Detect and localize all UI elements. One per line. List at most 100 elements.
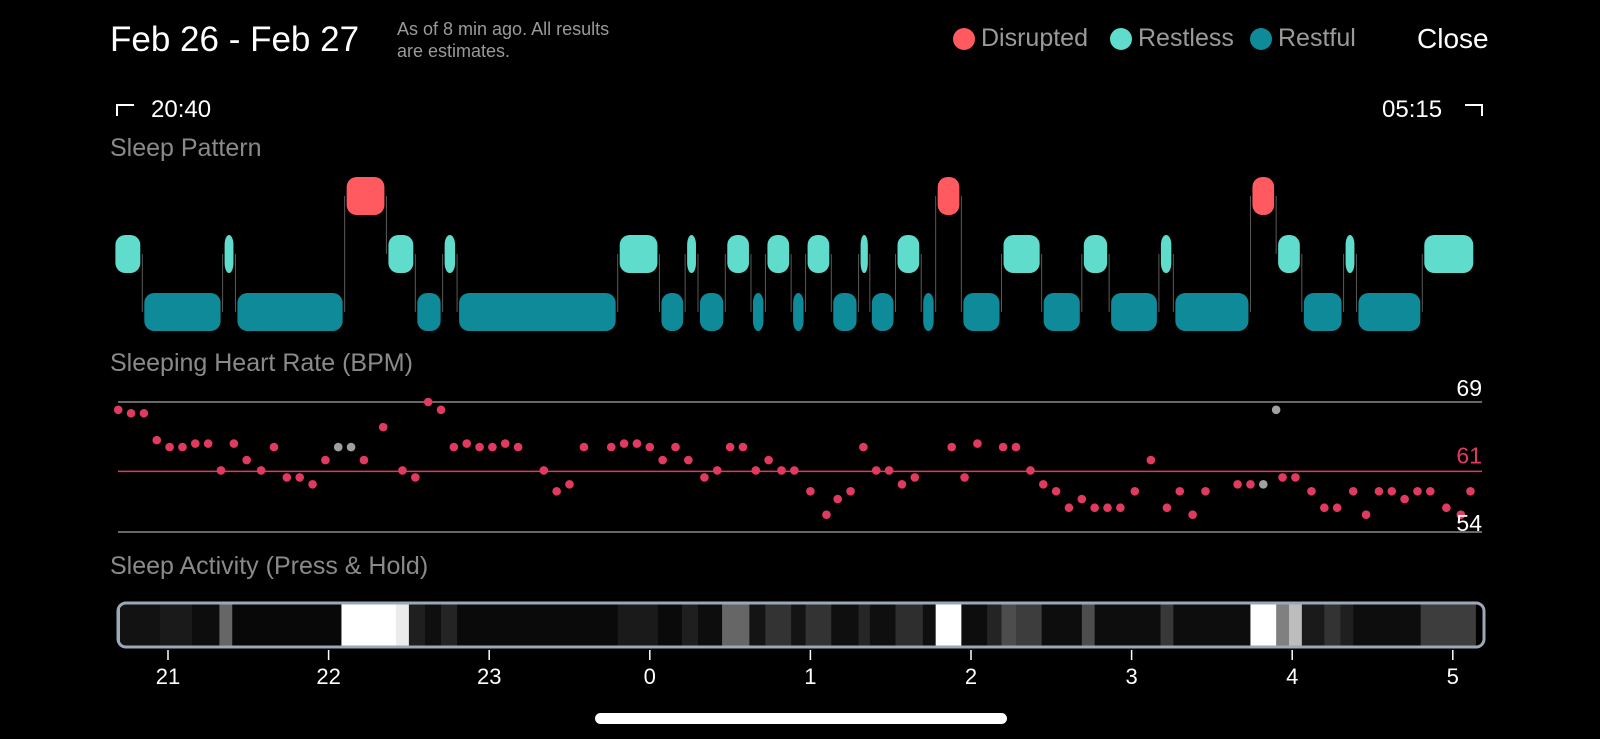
sleep-stage-block-restless — [115, 235, 141, 273]
sleep-stage-block-restless — [767, 235, 790, 273]
sleep-activity-bar[interactable] — [113, 601, 1486, 649]
start-bracket-icon — [116, 104, 134, 116]
activity-segment — [805, 603, 832, 647]
heart-rate-point — [1103, 503, 1112, 513]
heart-rate-point — [1116, 503, 1125, 513]
axis-tick-label: 22 — [316, 664, 340, 689]
heart-rate-point — [1201, 486, 1210, 496]
stage-legend: Disrupted Restless Restful — [953, 24, 1373, 56]
activity-segment — [657, 603, 683, 647]
sleep-stage-block-disrupted — [346, 177, 385, 215]
heart-rate-point — [565, 480, 574, 489]
sleep-activity-title: Sleep Activity (Press & Hold) — [110, 552, 429, 580]
heart-rate-point — [700, 473, 709, 482]
heart-rate-point — [500, 439, 510, 448]
disrupted-dot-icon — [953, 27, 975, 50]
activity-segment — [858, 603, 871, 647]
activity-segment — [159, 603, 193, 647]
sleep-stage-block-restful — [752, 293, 764, 331]
axis-tick-label: 23 — [477, 664, 501, 689]
heart-rate-point — [1064, 503, 1074, 513]
heart-rate-point — [1026, 466, 1035, 475]
activity-segment — [1301, 603, 1325, 647]
sleep-pattern-connectors — [141, 196, 1423, 312]
sleep-pattern-title: Sleep Pattern — [110, 134, 262, 162]
last-updated-note: As of 8 min ago. All results are estimat… — [397, 18, 609, 62]
sleep-stage-block-restless — [1003, 235, 1040, 273]
legend-label: Disrupted — [981, 24, 1088, 52]
sleep-stage-block-restful — [1111, 293, 1157, 331]
activity-segment — [1340, 603, 1354, 647]
heart-rate-point — [152, 435, 162, 445]
sleep-stage-block-disrupted — [937, 177, 960, 215]
last-updated-line1: As of 8 min ago. All results — [397, 19, 610, 39]
sleep-stage-block-restless — [1345, 235, 1355, 273]
heart-rate-point — [1456, 510, 1466, 519]
activity-segment — [961, 603, 988, 647]
heart-rate-point — [423, 397, 433, 407]
axis-tick-label: 4 — [1286, 664, 1298, 689]
activity-segment — [1250, 603, 1277, 647]
heart-rate-point — [1400, 494, 1409, 504]
axis-tick-label: 0 — [644, 664, 656, 689]
heart-rate-point — [462, 439, 472, 448]
activity-segment — [232, 603, 343, 647]
activity-segment — [408, 603, 426, 647]
heart-rate-point — [1271, 405, 1281, 415]
sleep-stage-block-restful — [1043, 293, 1080, 331]
sleep-stage-block-restless — [224, 235, 234, 273]
heart-rate-point — [191, 439, 200, 448]
legend-item-restless: Restless — [1110, 24, 1234, 53]
heart-rate-labels: 69 61 54 — [1456, 375, 1482, 536]
activity-frame[interactable] — [116, 601, 1486, 649]
heart-rate-point — [378, 422, 388, 432]
activity-segment — [341, 603, 397, 647]
activity-segment — [749, 603, 767, 647]
sleep-stage-block-restful — [1175, 293, 1249, 331]
heart-rate-point — [1307, 486, 1316, 496]
heart-rate-point — [203, 439, 213, 448]
last-updated-line2: are estimates. — [397, 41, 511, 61]
time-axis: 21 22 23 0 1 2 3 4 5 — [156, 650, 1459, 689]
heart-rate-point — [1291, 473, 1300, 482]
heart-rate-point — [712, 466, 722, 475]
sleep-stage-block-restless — [444, 235, 456, 273]
sleep-stage-block-restless — [897, 235, 920, 273]
heart-rate-point — [897, 480, 907, 489]
heart-rate-point — [113, 405, 123, 415]
heart-rate-point — [488, 442, 497, 452]
heart-rate-point — [475, 442, 484, 452]
heart-rate-point — [1038, 480, 1048, 489]
heart-rate-point — [846, 486, 855, 496]
heart-rate-point — [1332, 503, 1342, 513]
heart-rate-point — [738, 442, 748, 452]
heart-rate-dots — [113, 397, 1475, 519]
heart-rate-point — [1011, 442, 1021, 452]
heart-rate-point — [1387, 486, 1397, 496]
axis-tick-label: 21 — [156, 664, 180, 689]
sleep-stage-block-restful — [963, 293, 1000, 331]
activity-segment — [697, 603, 723, 647]
sleep-stage-block-restful — [871, 293, 894, 331]
activity-segment — [1420, 603, 1476, 647]
activity-segment — [1160, 603, 1174, 647]
activity-segment — [424, 603, 442, 647]
heart-rate-point — [790, 466, 799, 475]
restless-dot-icon — [1110, 27, 1132, 50]
heart-rate-point — [764, 455, 773, 465]
heart-rate-point — [333, 442, 343, 452]
heart-rate-point — [1246, 480, 1255, 489]
end-time: 05:15 — [1382, 96, 1443, 123]
heart-rate-point — [308, 480, 317, 489]
start-time: 20:40 — [151, 96, 212, 123]
heart-rate-point — [859, 442, 868, 452]
heart-rate-point — [1361, 510, 1371, 519]
close-button[interactable]: Close — [1417, 23, 1489, 54]
heart-rate-point — [947, 442, 957, 452]
heart-rate-point — [910, 473, 920, 482]
activity-segment — [1288, 603, 1303, 647]
sleep-stage-block-restful — [1303, 293, 1342, 331]
heart-rate-point — [884, 466, 894, 475]
sleep-stage-block-restless — [1424, 235, 1474, 273]
heart-rate-point — [216, 466, 226, 475]
